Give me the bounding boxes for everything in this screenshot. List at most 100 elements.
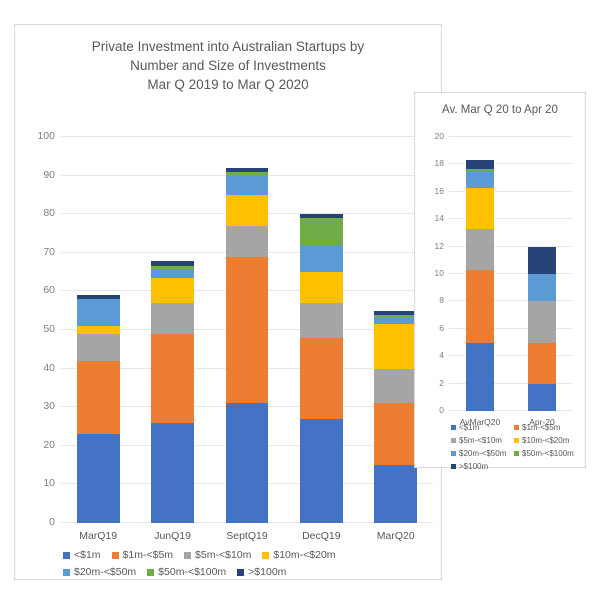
legend-item[interactable]: $10m-<$20m [514,436,577,445]
bar-segment[interactable] [151,422,194,523]
bar-segment[interactable] [466,187,494,229]
stacked-bar[interactable] [76,295,120,523]
bar-column [68,137,128,523]
inset-chart-panel: Av. Mar Q 20 to Apr 20 0 2 4 6 8 10 12 14 16 18 20… [414,92,586,471]
legend-item[interactable]: >$100m [237,566,286,578]
y-axis-tick-label: 4 [439,350,444,361]
bar-segment[interactable] [466,269,494,343]
bar-segment[interactable] [151,270,194,278]
bar-segment[interactable] [225,175,269,195]
main-chart-title-line-1: Private Investment into Australian Start… [91,39,365,54]
bar-segment[interactable] [225,403,269,523]
stacked-bar[interactable] [151,260,194,523]
bar-segment[interactable] [225,256,269,404]
gridline: 0 [439,405,573,415]
legend-swatch [451,464,456,469]
bar-segment[interactable] [76,333,120,361]
legend-label: $5m-<$10m [195,549,252,561]
legend-item[interactable]: $10m-<$20m [262,549,336,561]
bar-column [517,137,567,411]
legend-item[interactable]: >$100m [451,462,514,471]
stacked-bar[interactable] [299,214,343,523]
bar-segment[interactable] [76,326,120,334]
legend-item[interactable]: $50m-<$100m [514,449,577,458]
bar-segment[interactable] [299,303,343,338]
main-plot-area: 0 10 20 30 40 50 60 70 80 90 100 MarQ19 JunQ19 SeptQ… [37,130,433,542]
bar-segment[interactable] [466,171,494,188]
legend-swatch [451,425,456,430]
legend-item[interactable]: $1m-<$5m [111,549,173,561]
bar-segment[interactable] [528,342,556,384]
bar-segment[interactable] [151,333,194,423]
bar-segment[interactable] [76,360,120,435]
bar-segment[interactable] [299,418,343,523]
bar-segment[interactable] [374,324,418,369]
bar-segment[interactable] [528,246,556,275]
bar-segment[interactable] [528,301,556,343]
bar-segment[interactable] [76,295,120,300]
gridline: 4 [439,350,573,360]
y-axis-tick-label: 40 [43,361,55,374]
bar-column [292,137,352,523]
bar-segment[interactable] [374,465,418,523]
y-axis-tick-label: 20 [434,131,444,141]
legend-item[interactable]: $5m-<$10m [184,549,251,561]
bar-segment[interactable] [374,314,418,319]
bar-segment[interactable] [466,160,494,169]
y-axis-tick-label: 18 [434,158,444,169]
legend-label: $20m-<$50m [74,566,137,578]
bar-segment[interactable] [299,214,343,219]
legend-item[interactable]: $20m-<$50m [63,566,136,578]
y-axis-tick-label: 50 [43,323,55,335]
legend-item[interactable]: $1m-<$5m [514,423,577,432]
bar-segment[interactable] [225,225,269,257]
bar-segment[interactable] [299,337,343,419]
stacked-bar[interactable] [528,246,556,411]
bar-segment[interactable] [299,218,343,246]
stacked-bar[interactable] [225,167,269,523]
legend-item[interactable]: $50m-<$100m [147,566,226,578]
bar-segment[interactable] [374,318,418,325]
bar-segment[interactable] [374,310,418,315]
bar-segment[interactable] [225,167,269,172]
legend-item[interactable]: <$1m [63,549,101,561]
bar-segment[interactable] [151,277,194,303]
stacked-bar[interactable] [374,310,418,523]
y-axis-tick-label: 30 [43,400,55,413]
bar-segment[interactable] [151,266,194,271]
y-axis-tick-label: 6 [439,322,444,333]
bar-segment[interactable] [225,194,269,226]
bar-segment[interactable] [466,228,494,270]
legend-swatch [262,551,270,559]
gridline: 20 [435,131,573,141]
y-axis-tick-label: 14 [434,213,444,224]
legend-label: $10m-<$20m [273,549,336,561]
bar-segment[interactable] [76,434,120,523]
x-axis-label: JunQ19 [154,530,191,542]
legend-item[interactable]: $5m-<$10m [451,436,514,445]
inset-x-axis-labels: AvMarQ20 Apr-20 [449,411,573,427]
bar-segment[interactable] [225,171,269,176]
bar-segment[interactable] [299,272,343,303]
bar-segment[interactable] [528,274,556,302]
legend-item[interactable]: <$1m [451,423,514,432]
legend-swatch [451,438,456,443]
legend-swatch [514,451,519,456]
y-axis-tick-label: 10 [434,268,444,278]
main-chart-title-line-3: Mar Q 2019 to Mar Q 2020 [147,77,309,92]
bar-segment[interactable] [151,303,194,334]
stacked-bar[interactable] [466,160,494,411]
bar-segment[interactable] [466,342,494,411]
legend-label: $20m-<$50m [459,449,507,458]
bar-segment[interactable] [374,403,418,466]
bar-segment[interactable] [528,383,556,411]
bar-segment[interactable] [76,299,120,327]
bar-segment[interactable] [466,168,494,172]
bar-segment[interactable] [374,368,418,404]
bar-segment[interactable] [299,245,343,273]
legend-label: >$100m [248,566,287,578]
y-axis-tick-label: 20 [43,438,55,451]
y-axis-tick-label: 60 [43,284,55,297]
bar-segment[interactable] [151,260,194,267]
legend-item[interactable]: $20m-<$50m [451,449,514,458]
